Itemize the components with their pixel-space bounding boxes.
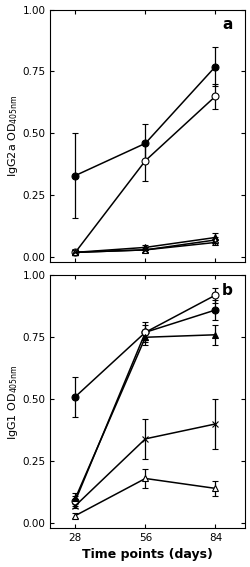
Text: a: a <box>221 17 232 32</box>
Y-axis label: IgG2a OD$_\mathregular{405nm}$: IgG2a OD$_\mathregular{405nm}$ <box>6 95 20 177</box>
Text: b: b <box>221 283 232 298</box>
Y-axis label: IgG1 OD$_\mathregular{405nm}$: IgG1 OD$_\mathregular{405nm}$ <box>6 364 20 439</box>
X-axis label: Time points (days): Time points (days) <box>82 548 212 561</box>
